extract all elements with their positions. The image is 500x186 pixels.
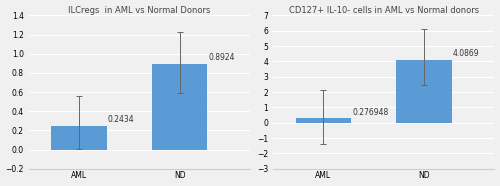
Text: 4.0869: 4.0869 [453,49,479,58]
Text: 0.2434: 0.2434 [108,115,134,124]
Text: 0.276948: 0.276948 [352,108,389,117]
Bar [296,118,351,123]
Title: CD127+ IL-10- cells in AML vs Normal donors: CD127+ IL-10- cells in AML vs Normal don… [288,6,479,15]
Bar [396,60,452,123]
Title: ILCregs  in AML vs Normal Donors: ILCregs in AML vs Normal Donors [68,6,210,15]
Text: 0.8924: 0.8924 [208,53,235,62]
Bar [52,126,106,150]
Bar [152,64,208,150]
